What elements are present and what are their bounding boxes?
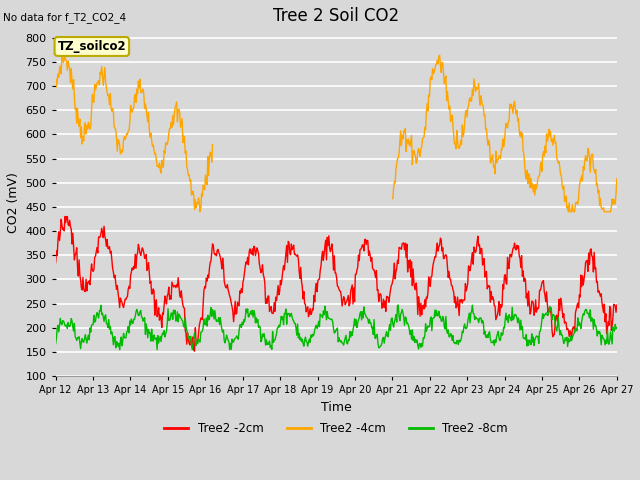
Title: Tree 2 Soil CO2: Tree 2 Soil CO2: [273, 7, 399, 25]
Text: TZ_soilco2: TZ_soilco2: [58, 40, 126, 53]
Y-axis label: CO2 (mV): CO2 (mV): [7, 172, 20, 232]
Legend: Tree2 -2cm, Tree2 -4cm, Tree2 -8cm: Tree2 -2cm, Tree2 -4cm, Tree2 -8cm: [160, 418, 513, 440]
Text: No data for f_T2_CO2_4: No data for f_T2_CO2_4: [3, 12, 126, 23]
X-axis label: Time: Time: [321, 401, 351, 414]
